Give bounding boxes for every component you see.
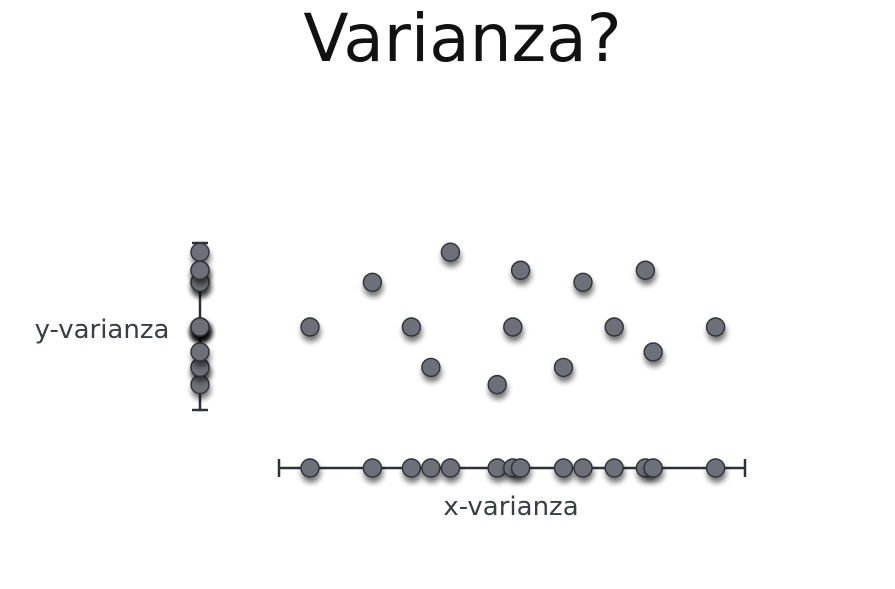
x-projection-point — [705, 458, 726, 478]
x-projection-point — [421, 458, 441, 478]
y-projection-points — [190, 242, 210, 395]
x-projection-point — [604, 458, 624, 478]
scatter-point — [300, 317, 320, 337]
x-projection-point — [300, 458, 320, 478]
y-projection-point — [190, 374, 210, 395]
y-projection-point — [190, 317, 210, 337]
slide-title: Varianza? — [303, 0, 622, 77]
scatter-point — [643, 342, 663, 362]
scatter-point — [573, 272, 593, 292]
x-projection-point — [362, 458, 383, 478]
scatter-point — [421, 357, 441, 378]
y-variance-label: y-varianza — [35, 315, 170, 345]
scatter-point — [440, 242, 461, 262]
x-projection-point — [643, 458, 663, 478]
x-projection-point — [510, 458, 531, 478]
x-projection-point — [553, 458, 574, 478]
scatter-point — [604, 317, 624, 337]
scatter-point — [705, 317, 726, 337]
scatter-point — [362, 272, 383, 292]
scatter-points — [300, 242, 726, 395]
scatter-point — [401, 317, 422, 337]
y-projection-point — [190, 342, 210, 362]
x-projection-point — [573, 458, 593, 478]
x-projection-points — [300, 458, 726, 478]
y-projection-point — [190, 260, 210, 280]
scatter-point — [553, 357, 574, 378]
x-variance-label: x-varianza — [443, 492, 578, 522]
scatter-point — [510, 260, 531, 280]
x-projection-point — [440, 458, 461, 478]
y-projection-point — [190, 242, 210, 262]
scatter-point — [503, 317, 523, 337]
scatter-point — [635, 260, 656, 280]
scatter-point — [487, 374, 507, 395]
x-projection-point — [401, 458, 422, 478]
